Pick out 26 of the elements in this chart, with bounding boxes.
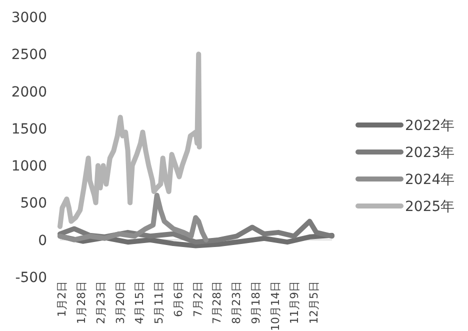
x-tick-label: 1月28日 xyxy=(75,281,88,324)
legend-label: 2023年 xyxy=(405,145,455,161)
x-tick-label: 3月20日 xyxy=(114,281,127,324)
x-tick-label: 7月28日 xyxy=(210,281,224,324)
y-tick-label: -500 xyxy=(15,270,47,286)
y-tick-label: 1000 xyxy=(11,158,47,175)
x-tick-label: 9月18日 xyxy=(250,281,262,324)
x-tick-label: 4月15日 xyxy=(133,281,146,324)
legend-label: 2025年 xyxy=(405,199,455,215)
y-tick-label: 3000 xyxy=(11,10,47,26)
x-tick-label: 10月14日 xyxy=(268,281,282,331)
x-tick-label: 8月23日 xyxy=(230,281,244,324)
x-tick-label: 12月5日 xyxy=(308,281,321,324)
legend-label: 2024年 xyxy=(405,172,455,188)
x-tick-label: 6月6日 xyxy=(172,281,185,317)
x-tick-label: 1月2日 xyxy=(56,281,69,317)
y-tick-label: 2000 xyxy=(11,84,47,100)
y-tick-label: 2500 xyxy=(11,47,47,64)
legend-label: 2022年 xyxy=(405,118,455,134)
y-tick-label: 500 xyxy=(20,196,47,212)
x-tick-label: 11月9日 xyxy=(288,281,302,324)
y-tick-label: 1500 xyxy=(11,121,47,138)
y-tick-label: 0 xyxy=(38,232,47,249)
x-tick-label: 5月11日 xyxy=(152,281,166,324)
x-tick-label: 2月23日 xyxy=(94,281,108,324)
x-tick-label: 7月2日 xyxy=(191,281,204,317)
